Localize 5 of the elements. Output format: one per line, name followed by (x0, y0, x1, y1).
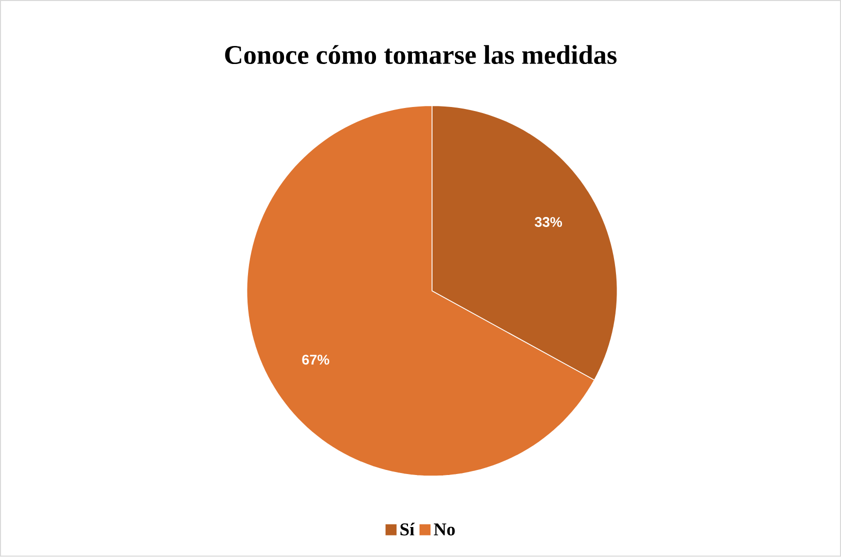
chart-title: Conoce cómo tomarse las medidas (225, 45, 617, 64)
legend-label: Sí (400, 522, 415, 536)
data-label: 67% (302, 354, 330, 365)
legend-label: No (434, 524, 455, 536)
data-label: 33% (534, 217, 562, 228)
